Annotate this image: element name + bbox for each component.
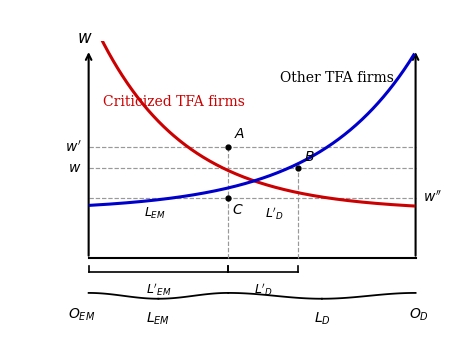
Text: $L_D$: $L_D$ xyxy=(313,311,330,327)
Text: $C$: $C$ xyxy=(232,203,244,217)
Text: $L'_{EM}$: $L'_{EM}$ xyxy=(146,281,171,298)
Text: Other TFA firms: Other TFA firms xyxy=(280,71,393,85)
Text: $L'_D$: $L'_D$ xyxy=(264,205,283,222)
Text: $O_D$: $O_D$ xyxy=(409,306,429,323)
Text: $L'_D$: $L'_D$ xyxy=(254,281,273,298)
Text: $B$: $B$ xyxy=(303,150,314,164)
Text: $w'$: $w'$ xyxy=(65,140,82,155)
Text: $L_{EM}$: $L_{EM}$ xyxy=(144,206,166,221)
Text: $w$: $w$ xyxy=(77,30,93,46)
Text: $L_{EM}$: $L_{EM}$ xyxy=(146,311,171,327)
Text: $w''$: $w''$ xyxy=(423,190,442,205)
Text: Criticized TFA firms: Criticized TFA firms xyxy=(103,95,245,109)
Text: $w$: $w$ xyxy=(68,161,82,175)
Text: $A$: $A$ xyxy=(234,127,245,141)
Text: $O_{EM}$: $O_{EM}$ xyxy=(68,306,95,323)
